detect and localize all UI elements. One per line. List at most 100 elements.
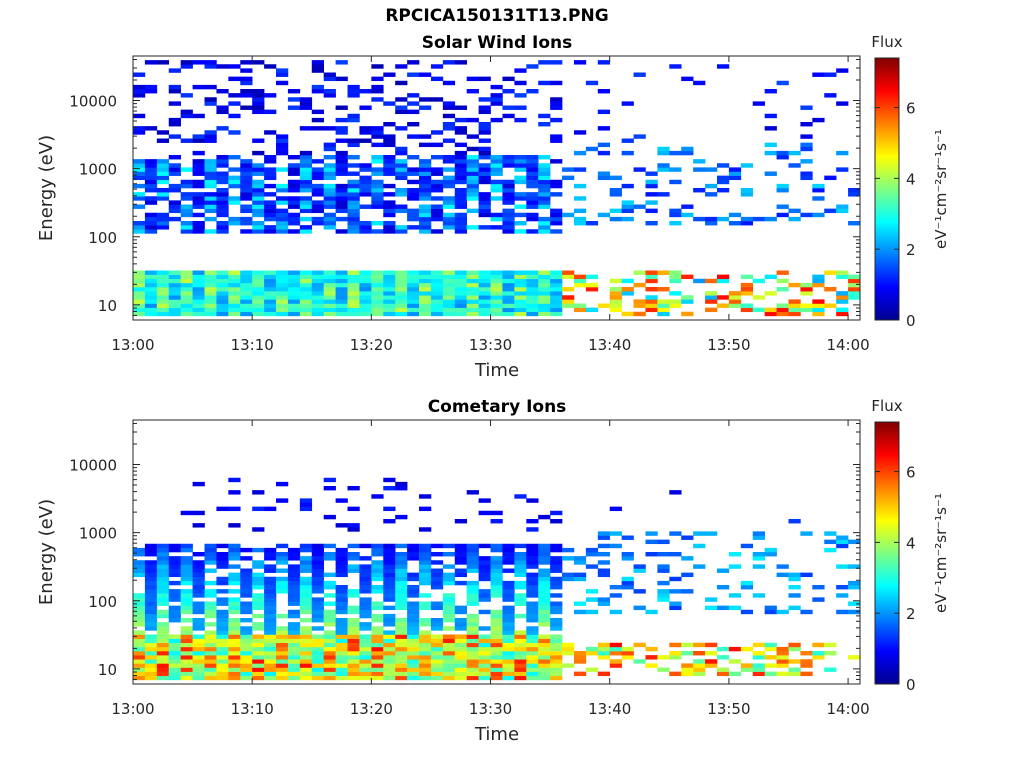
spectrogram-cell xyxy=(752,651,765,656)
spectrogram-cell xyxy=(419,605,432,611)
spectrogram-cell xyxy=(419,651,432,656)
spectrogram-cell xyxy=(216,299,229,304)
spectrogram-cell xyxy=(609,506,622,512)
spectrogram-cell xyxy=(478,634,491,639)
spectrogram-cell xyxy=(264,568,277,573)
spectrogram-cell xyxy=(216,200,229,205)
spectrogram-cell xyxy=(311,291,324,296)
spectrogram-cell xyxy=(419,560,432,565)
spectrogram-cell xyxy=(573,659,587,664)
spectrogram-cell xyxy=(276,196,289,201)
spectrogram-cell xyxy=(192,221,205,226)
spectrogram-cell xyxy=(311,572,324,578)
spectrogram-cell xyxy=(621,552,634,557)
spectrogram-cell xyxy=(252,547,265,553)
spectrogram-cell xyxy=(192,303,205,308)
spectrogram-cell xyxy=(311,204,324,209)
spectrogram-cell xyxy=(728,659,742,664)
x-tick-label: 13:30 xyxy=(469,700,512,718)
spectrogram-cell xyxy=(395,126,408,131)
spectrogram-cell xyxy=(192,291,205,296)
spectrogram-cell xyxy=(311,282,324,288)
spectrogram-cell xyxy=(812,655,825,660)
spectrogram-cell xyxy=(299,278,313,284)
spectrogram-cell xyxy=(419,576,432,582)
spectrogram-cell xyxy=(228,642,241,648)
spectrogram-cell xyxy=(514,295,527,300)
spectrogram-cell xyxy=(323,183,336,189)
spectrogram-cell xyxy=(359,179,372,185)
spectrogram-cell xyxy=(562,651,575,656)
spectrogram-cell xyxy=(514,229,527,234)
spectrogram-cell xyxy=(466,622,479,627)
spectrogram-cell xyxy=(538,642,551,648)
spectrogram-cell xyxy=(597,568,611,573)
spectrogram-cell xyxy=(228,659,241,664)
spectrogram-cell xyxy=(550,655,563,660)
spectrogram-cell xyxy=(430,651,444,656)
spectrogram-cell xyxy=(133,547,146,553)
spectrogram-cell xyxy=(371,646,384,652)
spectrogram-cell xyxy=(144,163,158,168)
spectrogram-cell xyxy=(144,84,158,90)
spectrogram-cell xyxy=(478,225,491,230)
spectrogram-cell xyxy=(502,634,515,639)
spectrogram-cell xyxy=(287,601,301,606)
spectrogram-cell xyxy=(133,204,146,209)
spectrogram-cell xyxy=(287,295,301,300)
spectrogram-cell xyxy=(538,651,551,656)
spectrogram-cell xyxy=(752,655,765,660)
spectrogram-cell xyxy=(168,274,181,280)
spectrogram-cell xyxy=(335,196,348,201)
spectrogram-cell xyxy=(383,204,396,209)
spectrogram-cell xyxy=(323,556,336,561)
spectrogram-cell xyxy=(383,221,396,226)
spectrogram-cell xyxy=(526,183,539,189)
spectrogram-cell xyxy=(204,299,217,304)
spectrogram-cell xyxy=(550,311,563,317)
spectrogram-cell xyxy=(264,585,277,590)
spectrogram-cell xyxy=(133,221,146,226)
spectrogram-cell xyxy=(359,299,372,304)
spectrogram-cell xyxy=(681,651,694,656)
spectrogram-cell xyxy=(156,642,170,648)
spectrogram-cell xyxy=(204,667,217,672)
spectrogram-cell xyxy=(299,675,313,681)
spectrogram-cell xyxy=(323,303,336,308)
spectrogram-cell xyxy=(728,291,742,296)
spectrogram-cell xyxy=(192,510,205,516)
spectrogram-cell xyxy=(133,229,146,234)
spectrogram-cell xyxy=(442,651,456,656)
spectrogram-cell xyxy=(466,589,479,594)
spectrogram-cell xyxy=(359,188,372,193)
spectrogram-cell xyxy=(395,576,408,582)
spectrogram-cell xyxy=(776,188,789,193)
spectrogram-cell xyxy=(609,585,622,590)
spectrogram-cell xyxy=(502,622,515,627)
spectrogram-cell xyxy=(359,225,372,230)
spectrogram-cell xyxy=(693,659,706,664)
y-axis-label: Energy (eV) xyxy=(36,135,57,241)
spectrogram-cell xyxy=(490,543,503,549)
spectrogram-cell xyxy=(180,113,193,119)
spectrogram-cell xyxy=(383,142,396,148)
spectrogram-cell xyxy=(478,146,491,152)
spectrogram-cell xyxy=(371,291,384,296)
spectrogram-cell xyxy=(490,638,503,644)
spectrogram-cell xyxy=(395,192,408,197)
spectrogram-cell xyxy=(383,183,396,189)
spectrogram-cell xyxy=(740,663,754,668)
spectrogram-cell xyxy=(466,626,479,631)
spectrogram-cell xyxy=(287,307,301,313)
spectrogram-cell xyxy=(240,655,253,660)
spectrogram-cell xyxy=(573,150,587,156)
spectrogram-cell xyxy=(442,278,456,284)
spectrogram-cell xyxy=(419,311,432,317)
spectrogram-cell xyxy=(311,200,324,205)
spectrogram-cell xyxy=(287,200,301,205)
spectrogram-cell xyxy=(430,646,444,652)
spectrogram-cell xyxy=(502,618,515,623)
spectrogram-cell xyxy=(276,630,289,635)
spectrogram-cell xyxy=(490,291,503,296)
